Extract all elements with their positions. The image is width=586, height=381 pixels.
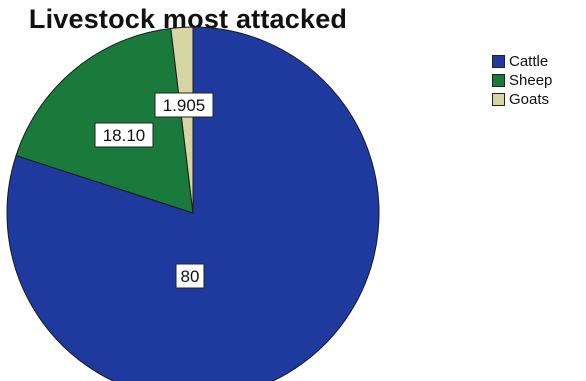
data-label-cattle: 80: [175, 263, 205, 289]
legend-item-sheep: Sheep: [492, 71, 552, 90]
legend-swatch-sheep: [492, 74, 505, 87]
legend-item-goats: Goats: [492, 90, 552, 109]
data-label-text-goats: 1.905: [163, 96, 206, 115]
legend-swatch-goats: [492, 93, 505, 106]
data-label-box-goats: [154, 92, 214, 118]
legend-label-sheep: Sheep: [509, 72, 553, 89]
data-label-text-cattle: 80: [181, 267, 200, 286]
data-label-goats: 1.905: [154, 92, 214, 118]
pie-slice-sheep: [15, 27, 194, 214]
pie-slice-goats: [170, 26, 194, 214]
legend-item-cattle: Cattle: [492, 52, 552, 71]
legend-label-goats: Goats: [509, 91, 550, 108]
data-label-text-sheep: 18.10: [103, 126, 146, 145]
legend: Cattle Sheep Goats: [492, 52, 552, 109]
pie-slices: [6, 26, 380, 381]
legend-swatch-cattle: [492, 55, 505, 68]
data-label-sheep: 18.10: [94, 122, 154, 148]
data-label-box-sheep: [94, 122, 154, 148]
pie-labels: 80 18.10 1.905: [94, 92, 214, 289]
legend-label-cattle: Cattle: [509, 53, 549, 70]
data-label-box-cattle: [175, 263, 205, 289]
